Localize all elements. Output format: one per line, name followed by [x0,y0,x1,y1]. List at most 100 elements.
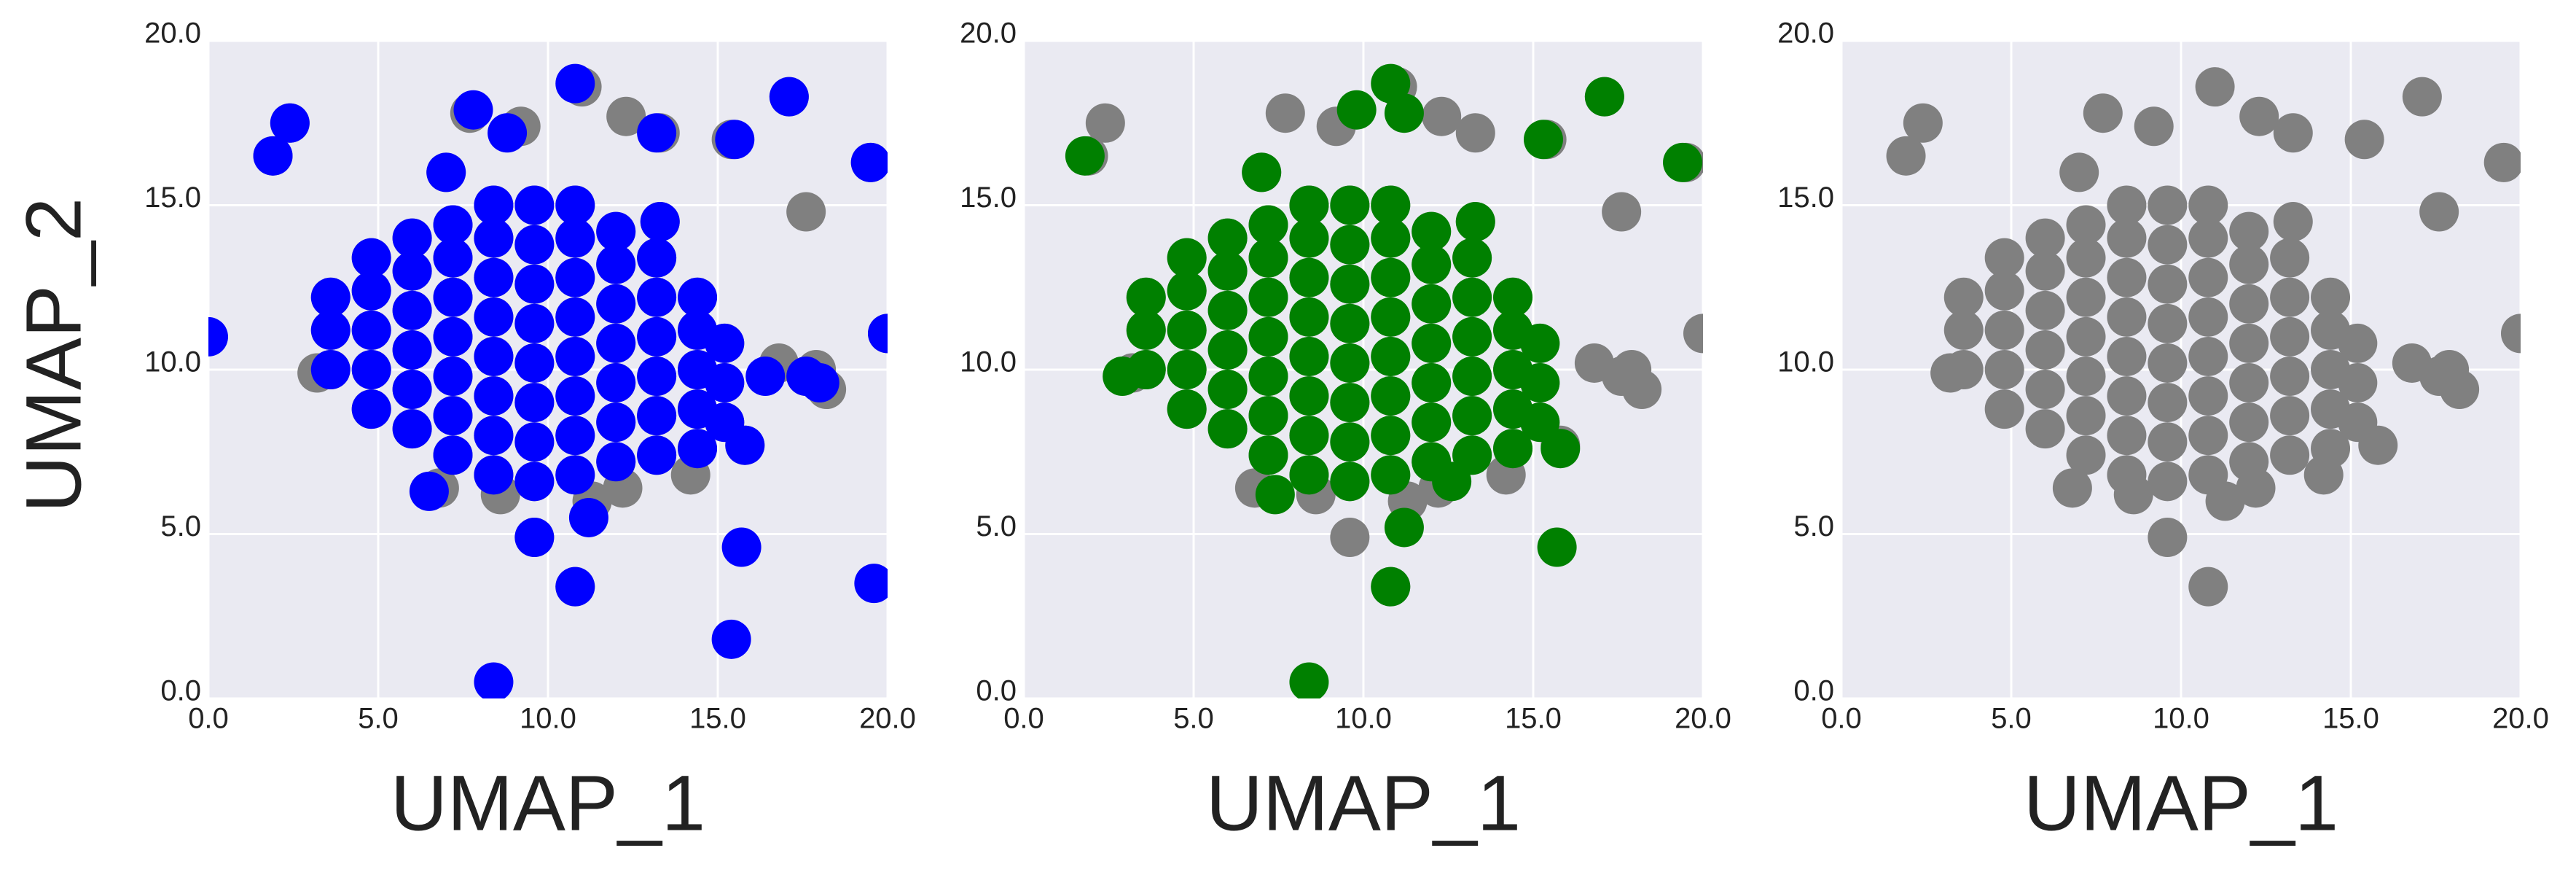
point [637,396,677,436]
point [1289,336,1329,376]
point [1412,211,1452,252]
x-tick-label: 20.0 [1675,703,1731,735]
point [2188,376,2228,416]
point [2273,113,2313,153]
point [715,120,755,160]
point [2025,251,2065,291]
panel: 0.0 5.0 10.0 15.0 20.0 0.0 5.0 10.0 15.0 20.0 UMAP… [960,17,1731,847]
x-tick-label: 0.0 [188,703,229,735]
y-tick-label: 10.0 [1777,346,1834,378]
point [2188,218,2228,258]
point [1330,343,1370,383]
point [854,564,888,604]
point [514,343,555,383]
point [2229,323,2269,363]
point [1207,251,1248,291]
x-axis-label: UMAP_1 [2024,759,2338,847]
point [1248,238,1288,278]
point [1943,277,1984,317]
point [2188,257,2228,297]
y-tick-label: 0.0 [160,675,201,707]
point [1207,218,1248,258]
point [514,422,555,462]
point [2025,218,2065,258]
point [1412,284,1452,324]
point [1903,103,1943,143]
point [2025,290,2065,330]
point [514,518,555,558]
point [555,257,595,297]
point [1371,63,1411,104]
point [606,96,646,136]
point [1493,429,1533,469]
point [2270,357,2310,397]
point [392,290,432,330]
point [711,619,751,659]
point [1523,120,1563,160]
point [2107,376,2147,416]
point [2483,142,2521,182]
point [2066,357,2106,397]
point [1289,416,1329,456]
point [253,136,293,176]
point [2188,297,2228,337]
point [2270,396,2310,436]
point [2270,435,2310,475]
point [453,90,493,130]
point [637,238,677,278]
point [1452,396,1492,436]
point [2066,205,2106,245]
point [1412,363,1452,403]
point [745,357,786,397]
point [637,357,677,397]
point [2338,363,2378,403]
panel: 0.0 5.0 10.0 15.0 20.0 0.0 5.0 10.0 15.0 20.0 UMAP… [1777,17,2549,847]
point [1103,357,1143,397]
point [2205,481,2245,521]
y-tick-label: 0.0 [1793,675,1834,707]
point [514,383,555,423]
point [1584,77,1624,117]
point [1248,316,1288,357]
point [270,103,310,143]
point [1167,310,1207,350]
point [1455,113,1495,153]
point [1167,238,1207,278]
point [1371,567,1411,607]
point [433,277,473,317]
point [1330,225,1370,265]
point [1602,192,1642,232]
y-tick-label: 15.0 [144,182,201,214]
point [474,336,514,376]
point [351,350,391,389]
point [1248,435,1288,475]
point [1289,455,1329,495]
y-axis-label: UMAP_2 [9,198,98,513]
point [596,402,636,443]
point [1520,363,1560,403]
point [1265,93,1305,133]
points [208,63,888,698]
point [392,330,432,370]
point [1412,323,1452,363]
point [2066,277,2106,317]
point [2270,316,2310,357]
point [555,376,595,416]
point [2419,192,2459,232]
point [351,310,391,350]
y-tick-label: 5.0 [1793,510,1834,542]
point [1330,185,1370,225]
point [1493,277,1533,317]
point [351,238,391,278]
point [1330,303,1370,343]
point [596,211,636,252]
point [2059,152,2099,192]
point [2107,297,2147,337]
point [637,113,677,153]
point [1371,376,1411,416]
point [2344,120,2384,160]
point [1422,96,1462,136]
point [433,435,473,475]
point [1248,357,1288,397]
